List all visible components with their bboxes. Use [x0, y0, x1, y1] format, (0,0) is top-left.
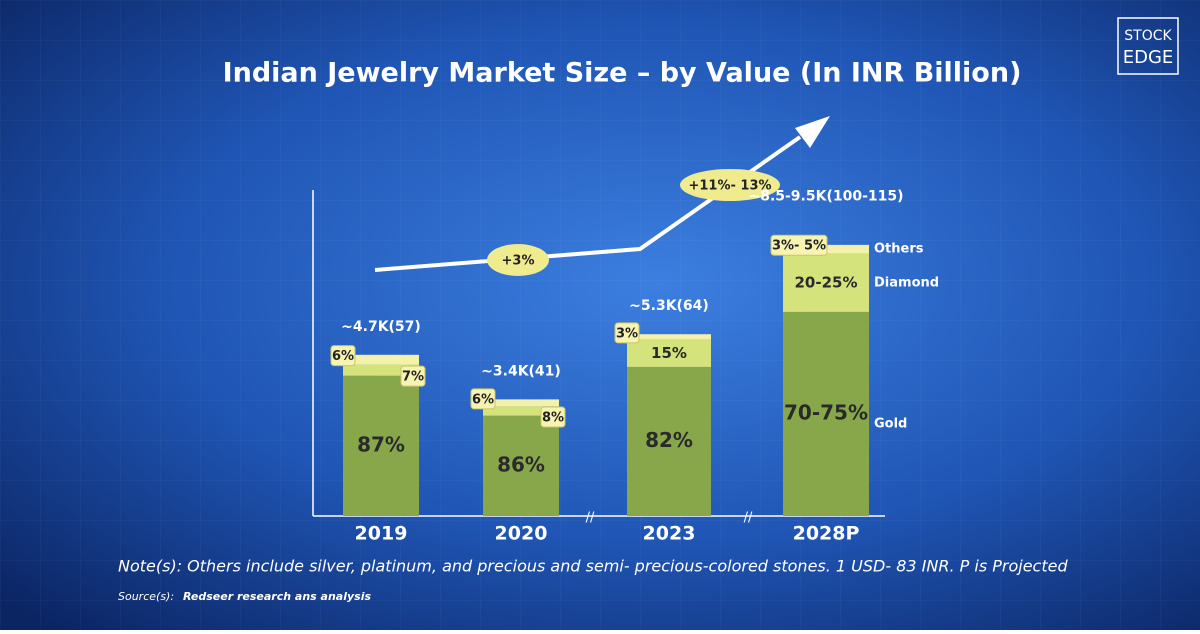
total-label: ~3.4K(41): [481, 363, 561, 379]
total-label: ~4.7K(57): [341, 319, 421, 335]
bar-segment: [343, 375, 419, 516]
x-tick-label: 2020: [495, 523, 548, 545]
label-badge: [400, 365, 426, 387]
segment-label: 87%: [357, 432, 405, 456]
chart-title: Indian Jewelry Market Size – by Value (I…: [223, 58, 1022, 89]
segment-label: 7%: [402, 370, 424, 385]
source: Redseer research ans analysis: [183, 590, 371, 603]
segment-label: 6%: [472, 392, 494, 407]
segment-label: 15%: [651, 344, 687, 362]
segment-label: 8%: [542, 411, 564, 426]
x-tick-label: 2019: [355, 523, 408, 545]
series-name: Gold: [874, 416, 907, 431]
bar-segment: [483, 399, 559, 407]
bar-segment: [483, 406, 559, 416]
bar-segment: [783, 311, 869, 516]
segment-label: 6%: [332, 349, 354, 364]
x-tick-label: 2023: [643, 523, 696, 545]
growth-annotation: +3%: [502, 254, 535, 269]
logo: STOCK EDGE: [1117, 17, 1179, 75]
bar-segment: [483, 415, 559, 516]
x-tick-label: 2028P: [793, 523, 860, 545]
annotation-oval: [487, 244, 549, 276]
segment-label: 20-25%: [794, 273, 857, 291]
segment-label: 82%: [645, 428, 693, 452]
logo-frame: [1117, 17, 1179, 75]
bar-segment: [343, 354, 419, 365]
annotation-oval: [680, 169, 780, 201]
label-badge: [770, 234, 828, 256]
segment-label: 3%: [616, 326, 638, 341]
series-name: Others: [874, 242, 924, 257]
segment-label: 3%- 5%: [772, 239, 826, 254]
segment-label: 86%: [497, 452, 545, 476]
label-badge: [330, 345, 356, 367]
label-badge: [614, 322, 640, 344]
bar-segment: [627, 339, 711, 367]
arrow-head: [795, 116, 830, 148]
bar-segment: [783, 253, 869, 312]
logo-text: STOCK: [1124, 28, 1172, 44]
segment-label: 70-75%: [784, 400, 868, 424]
growth-annotation: +11%- 13%: [688, 179, 771, 194]
axis-break: //: [744, 511, 753, 526]
axis-break: //: [586, 511, 595, 526]
bar-segment: [627, 366, 711, 516]
total-label: ~8.5-9.5K(100-115): [748, 188, 903, 204]
bar-segment: [343, 364, 419, 376]
source-label: Source(s):: [118, 590, 174, 603]
logo-text: EDGE: [1123, 47, 1174, 68]
label-badge: [540, 406, 566, 428]
bar-segment: [627, 334, 711, 340]
label-badge: [470, 388, 496, 410]
series-name: Diamond: [874, 275, 939, 290]
total-label: ~5.3K(64): [629, 298, 709, 314]
note: Note(s): Others include silver, platinum…: [118, 557, 1068, 576]
